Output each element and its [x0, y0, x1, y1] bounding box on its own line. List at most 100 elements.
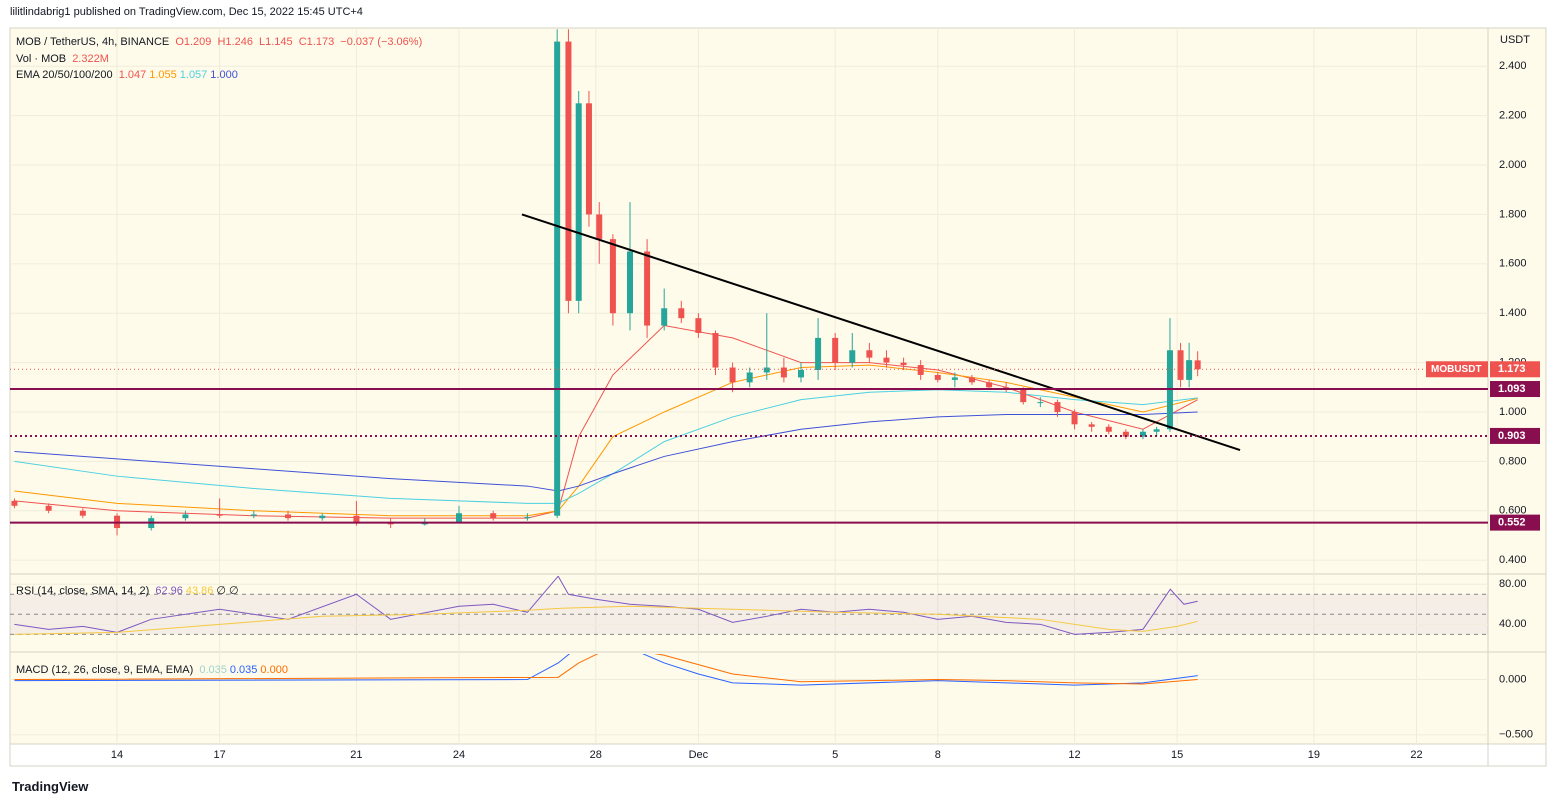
y-tick-label: 1.600 [1499, 258, 1527, 270]
x-tick-label: 17 [214, 749, 226, 761]
macd-label: MACD (12, 26, close, 9, EMA, EMA) [16, 664, 194, 676]
candle-body [596, 214, 603, 240]
axis-unit: USDT [1500, 34, 1530, 46]
candle-body [182, 514, 189, 519]
legend-macd: MACD (12, 26, close, 9, EMA, EMA) 0.035 0… [16, 664, 291, 676]
candle-body [763, 367, 770, 373]
candle-body [490, 513, 497, 519]
candle-body [524, 516, 531, 519]
candle-body [11, 500, 18, 506]
indicator-line [14, 654, 1198, 686]
candle-body [968, 377, 975, 383]
level-label: 0.552 [1498, 517, 1526, 529]
x-tick-label: 21 [350, 749, 362, 761]
last-price-box [1490, 361, 1540, 378]
candle-body [250, 514, 257, 516]
legend-value: 0.000 [260, 664, 288, 676]
candle-body [1194, 360, 1201, 370]
candle-body [609, 239, 616, 314]
volume-label: Vol · MOB [16, 53, 67, 65]
y-tick-label: 0.600 [1499, 505, 1527, 517]
candle-body [1105, 426, 1112, 432]
legend-value: 1.047 [118, 69, 147, 81]
candle-body [780, 367, 787, 378]
candle-body [815, 337, 822, 371]
level-label: 0.903 [1498, 430, 1526, 442]
candle-body [554, 41, 561, 516]
candle-body [1139, 431, 1146, 437]
volume-value: 2.322M [72, 53, 109, 65]
symbol: MOB / TetherUS, 4h, BINANCE [16, 36, 170, 48]
level-label-box [1490, 381, 1540, 398]
candle-body [832, 337, 839, 363]
legend-value: 62.96 [155, 585, 183, 597]
candle-body [1153, 429, 1160, 432]
y-tick-label: 1.000 [1499, 406, 1527, 418]
legend-value: ∅ [216, 585, 226, 597]
x-tick-label: 5 [832, 749, 838, 761]
x-tick-label: 24 [453, 749, 465, 761]
indicator-line [14, 605, 1198, 635]
last-price: 1.173 [1498, 363, 1526, 375]
y-tick-label: 0.800 [1499, 455, 1527, 467]
candle-body [1186, 360, 1193, 380]
candle-body [626, 251, 633, 314]
legend-volume: Vol · MOB 2.322M [16, 53, 112, 65]
y-tick-label: 80.00 [1499, 578, 1527, 590]
candle-body [746, 372, 753, 383]
rsi-label: RSI (14, close, SMA, 14, 2) [16, 585, 150, 597]
candle-body [285, 514, 292, 519]
candle-body [678, 308, 685, 319]
indicator-line [14, 654, 1198, 685]
x-tick-label: 14 [111, 749, 123, 761]
last-name: MOBUSDT [1431, 364, 1482, 375]
indicator-line [521, 213, 1241, 451]
x-tick-label: Dec [689, 749, 709, 761]
ohlc: L1.145 [259, 36, 293, 48]
y-tick-label: 0.000 [1499, 673, 1527, 685]
legend-value: 1.057 [179, 69, 208, 81]
candle-body [1088, 424, 1095, 427]
candle-body [456, 513, 463, 522]
candle-body [1071, 411, 1078, 425]
x-tick-label: 15 [1171, 749, 1183, 761]
published-line: lilitlindabrig1 published on TradingView… [10, 6, 363, 18]
candle-body [644, 251, 651, 326]
candle-body [986, 382, 993, 388]
legend-rsi: RSI (14, close, SMA, 14, 2) 62.96 43.86 ∅ ∅ [16, 584, 242, 597]
legend-value: 0.035 [199, 664, 227, 676]
candle-body [883, 357, 890, 363]
legend-value: ∅ [229, 585, 239, 597]
candle-body [849, 350, 856, 363]
candle-body [575, 103, 582, 301]
ohlc: C1.173 [298, 36, 335, 48]
candle-body [565, 41, 572, 301]
legend-value: 1.055 [149, 69, 177, 81]
candle-body [585, 103, 592, 215]
candle-body [695, 318, 702, 333]
y-tick-label: 1.800 [1499, 208, 1527, 220]
ohlc: O1.209 [175, 36, 212, 48]
ohlc: H1.246 [217, 36, 253, 48]
indicator-line [14, 411, 1198, 492]
frame [9, 27, 1547, 767]
plot-background [10, 28, 1546, 744]
legend-value: 0.035 [229, 664, 258, 676]
legend-value: 43.86 [185, 585, 214, 597]
indicator-line [14, 364, 1198, 517]
last-name-box [1426, 361, 1488, 378]
candle-body [712, 332, 719, 368]
legend-main: MOB / TetherUS, 4h, BINANCE O1.209 H1.24… [16, 36, 425, 48]
level-label-box [1490, 427, 1540, 444]
x-tick-label: 22 [1410, 749, 1422, 761]
candle-body [1054, 402, 1061, 412]
candle-body [797, 370, 804, 378]
legend-value: 1.000 [210, 69, 238, 81]
level-label: 1.093 [1498, 383, 1526, 395]
brand: TradingView [12, 779, 89, 794]
y-tick-label: 2.000 [1499, 159, 1527, 171]
candle-body [1020, 389, 1027, 403]
candle-body [319, 515, 326, 519]
